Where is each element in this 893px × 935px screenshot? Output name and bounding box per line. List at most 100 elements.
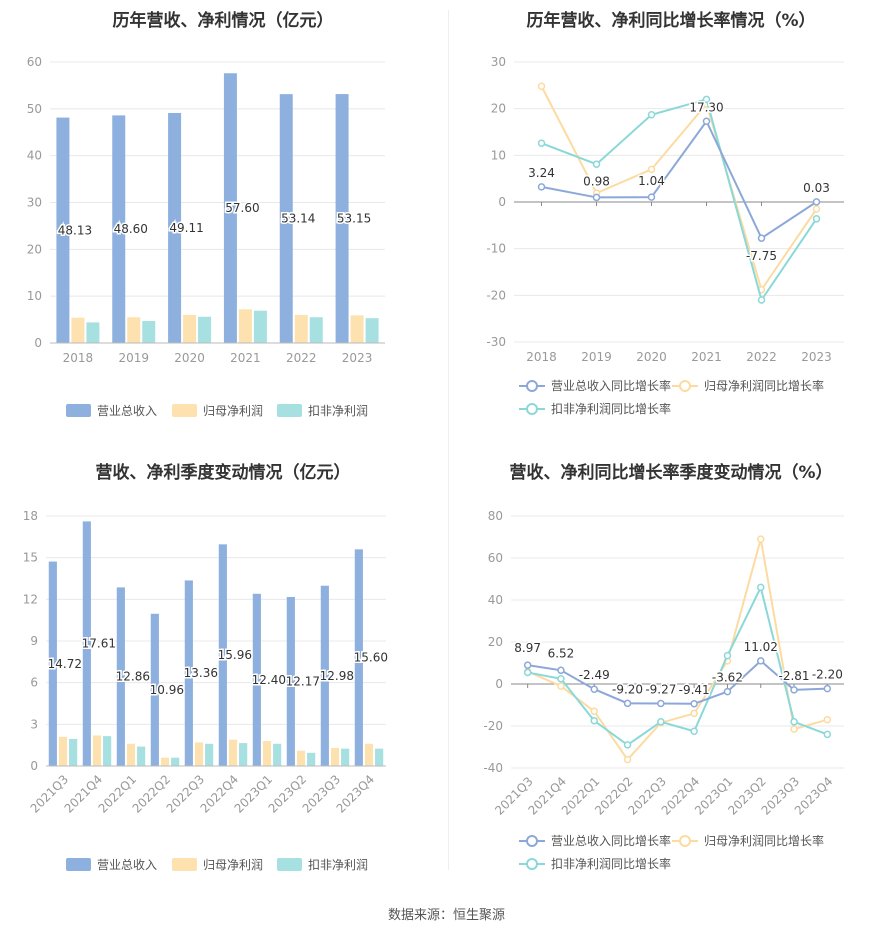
legend-swatch bbox=[66, 404, 91, 417]
bar-deducted-profit bbox=[253, 310, 267, 343]
data-point bbox=[757, 657, 765, 665]
data-point bbox=[757, 535, 765, 543]
y-tick-label: 40 bbox=[488, 593, 503, 607]
bar-revenue bbox=[82, 521, 91, 766]
x-tick-label: 2021 bbox=[230, 351, 261, 365]
data-label: 12.40 bbox=[252, 673, 286, 687]
bar-deducted-profit bbox=[205, 743, 214, 766]
bar-net-profit bbox=[71, 317, 85, 343]
legend-marker bbox=[526, 858, 538, 870]
data-point bbox=[592, 160, 601, 168]
bar-net-profit bbox=[262, 741, 272, 766]
data-point bbox=[557, 675, 565, 683]
bar-net-profit bbox=[228, 739, 238, 766]
bar-net-profit bbox=[127, 317, 141, 343]
data-point bbox=[537, 183, 546, 191]
y-tick-label: -20 bbox=[483, 719, 503, 733]
x-tick-label: 2019 bbox=[118, 351, 149, 365]
data-point bbox=[623, 699, 632, 708]
data-label: 1.04 bbox=[638, 174, 665, 188]
bar-net-profit bbox=[126, 743, 136, 766]
annual-growth-chart: 历年营收、净利同比增长率情况（%） -30 -20 -10 0 10 20 30 2018 20… bbox=[449, 0, 893, 430]
chart-title: 历年营收、净利情况（亿元） bbox=[112, 11, 334, 31]
y-tick-label: 10 bbox=[491, 148, 506, 162]
legend-swatch bbox=[172, 404, 197, 417]
y-tick-label: 18 bbox=[23, 509, 38, 523]
legend-swatch bbox=[66, 858, 91, 871]
bar-deducted-profit bbox=[69, 738, 78, 766]
bar-deducted-profit bbox=[341, 748, 350, 766]
legend-swatch bbox=[277, 858, 302, 871]
y-tick-label: 0 bbox=[30, 759, 38, 773]
legend-marker bbox=[679, 835, 691, 847]
data-point bbox=[690, 727, 698, 735]
data-label: 48.60 bbox=[114, 222, 148, 236]
data-label: -9.20 bbox=[612, 682, 643, 696]
y-tick-label: 20 bbox=[27, 242, 42, 256]
data-label: -9.41 bbox=[679, 683, 710, 697]
legend-label: 扣非净利润同比增长率 bbox=[551, 856, 671, 871]
bar-revenue bbox=[279, 94, 293, 343]
data-point bbox=[523, 668, 532, 677]
data-point bbox=[590, 685, 598, 693]
x-tick-label: 2023 bbox=[801, 350, 832, 364]
x-tick-label: 2023Q4 bbox=[334, 772, 378, 816]
x-tick-label: 2020 bbox=[636, 350, 667, 364]
data-point bbox=[537, 82, 546, 91]
x-tick-label: 2018 bbox=[63, 351, 94, 365]
data-point bbox=[623, 741, 632, 749]
data-label: 11.02 bbox=[744, 640, 778, 654]
data-point bbox=[592, 193, 601, 202]
bar-net-profit bbox=[350, 315, 364, 343]
legend-label: 归母净利润 bbox=[203, 404, 263, 418]
legend-label: 归母净利润同比增长率 bbox=[704, 378, 824, 393]
data-label: 8.97 bbox=[514, 641, 541, 655]
bar-net-profit bbox=[238, 309, 252, 343]
data-label: 12.98 bbox=[320, 669, 354, 683]
data-point bbox=[690, 709, 698, 718]
y-tick-label: 20 bbox=[491, 102, 506, 116]
data-label: 14.72 bbox=[48, 657, 82, 671]
data-point bbox=[757, 234, 766, 242]
legend-swatch bbox=[277, 404, 302, 417]
bar-net-profit bbox=[92, 735, 102, 766]
y-tick-label: 0 bbox=[498, 195, 506, 209]
data-label: 17.30 bbox=[689, 100, 723, 114]
data-source: 数据来源：恒生聚源 bbox=[387, 908, 505, 923]
data-point bbox=[757, 296, 766, 304]
chart-title: 营收、净利同比增长率季度变动情况（%） bbox=[509, 463, 833, 483]
x-tick-label: 2019 bbox=[581, 350, 612, 364]
quarterly-amount-chart: 营收、净利季度变动情况（亿元） 0 3 6 9 12 15 18 2021Q3 2021Q4 20… bbox=[0, 450, 446, 890]
bar-deducted-profit bbox=[137, 746, 146, 766]
data-label: -2.49 bbox=[579, 668, 610, 682]
data-point bbox=[812, 198, 821, 206]
bar-revenue bbox=[150, 613, 159, 766]
x-tick-label: 2023 bbox=[342, 351, 373, 365]
panel-divider bbox=[448, 10, 449, 870]
bar-revenue bbox=[223, 73, 237, 344]
data-label: 0.03 bbox=[803, 181, 830, 195]
data-label: 53.15 bbox=[337, 212, 371, 226]
y-tick-label: 30 bbox=[491, 55, 506, 69]
y-tick-label: 6 bbox=[30, 676, 38, 690]
x-tick-label: 2022 bbox=[286, 351, 317, 365]
data-point bbox=[823, 684, 832, 693]
data-point bbox=[647, 110, 656, 119]
data-point bbox=[790, 718, 798, 726]
x-tick-label: 2020 bbox=[174, 351, 205, 365]
data-point bbox=[590, 707, 598, 716]
bar-net-profit bbox=[183, 314, 197, 343]
legend-label: 归母净利润 bbox=[203, 858, 263, 872]
bar-net-profit bbox=[160, 757, 170, 766]
data-point bbox=[723, 651, 732, 660]
legend-label: 扣非净利润 bbox=[308, 404, 368, 418]
bar-deducted-profit bbox=[307, 752, 316, 766]
series-line bbox=[527, 659, 828, 705]
series-line bbox=[541, 119, 818, 240]
legend-label: 营业总收入 bbox=[97, 404, 157, 418]
legend-label: 扣非净利润 bbox=[308, 858, 368, 872]
bar-deducted-profit bbox=[103, 736, 112, 766]
legend-label: 归母净利润同比增长率 bbox=[704, 833, 824, 848]
data-point bbox=[647, 165, 656, 174]
data-point bbox=[690, 700, 698, 708]
